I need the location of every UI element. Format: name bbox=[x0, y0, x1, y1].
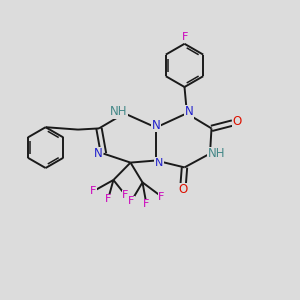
Text: NH: NH bbox=[110, 105, 128, 119]
Text: F: F bbox=[182, 32, 188, 42]
Text: N: N bbox=[184, 105, 194, 119]
Text: N: N bbox=[155, 158, 163, 168]
Text: O: O bbox=[178, 183, 188, 196]
Text: F: F bbox=[128, 196, 135, 206]
Text: F: F bbox=[90, 186, 96, 197]
Text: F: F bbox=[105, 194, 111, 205]
Text: N: N bbox=[152, 118, 160, 132]
Text: F: F bbox=[158, 191, 165, 202]
Text: N: N bbox=[94, 147, 103, 160]
Text: F: F bbox=[122, 190, 129, 200]
Text: NH: NH bbox=[208, 147, 225, 160]
Text: O: O bbox=[233, 115, 242, 128]
Text: F: F bbox=[143, 199, 150, 209]
